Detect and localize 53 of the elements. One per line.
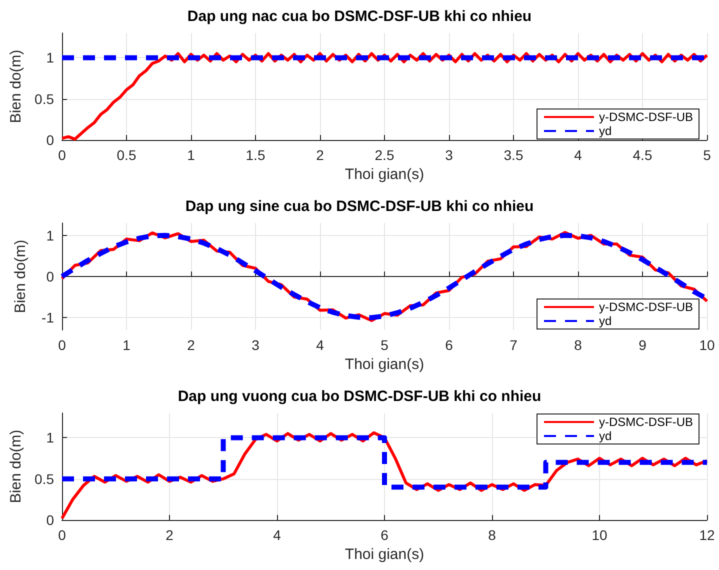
legend-label: yd: [599, 124, 612, 138]
x-axis-title: Thoi gian(s): [344, 166, 424, 183]
y-tick-label: 0.5: [34, 90, 54, 107]
x-tick-label: 2.5: [374, 147, 394, 163]
y-tick-label: -1: [42, 310, 54, 326]
x-tick-label: 1: [122, 337, 131, 353]
x-tick-label: 12: [699, 527, 715, 543]
x-tick-label: 3.5: [504, 147, 524, 163]
y-tick-label: 1: [46, 50, 54, 66]
y-axis-title: Bien do(m): [12, 240, 29, 314]
x-axis-title: Thoi gian(s): [344, 356, 424, 373]
x-tick-label: 8: [574, 337, 582, 353]
x-tick-label: 7: [510, 337, 518, 353]
legend-label: y-DSMC-DSF-UB: [599, 300, 694, 314]
y-axis-title: Bien do(m): [8, 430, 25, 504]
x-tick-label: 5: [703, 147, 712, 163]
y-tick-label: 0: [46, 268, 54, 284]
x-tick-label: 2: [316, 147, 324, 163]
x-tick-label: 0: [58, 147, 66, 163]
x-tick-label: 4: [316, 337, 324, 353]
x-tick-label: 9: [638, 337, 647, 353]
y-tick-label: 1: [46, 227, 54, 244]
chart-title: Dap ung nac cua bo DSMC-DSF-UB khi co nhieu: [187, 8, 532, 25]
x-tick-label: 0.5: [116, 147, 136, 163]
x-axis-title: Thoi gian(s): [344, 546, 424, 563]
x-tick-label: 4: [273, 527, 282, 543]
x-tick-label: 6: [445, 337, 454, 353]
x-tick-label: 8: [488, 527, 496, 543]
x-tick-label: 6: [380, 527, 389, 543]
chart-title: Dap ung vuong cua bo DSMC-DSF-UB khi co nhieu: [178, 388, 542, 405]
legend-label: yd: [599, 429, 612, 443]
y-tick-label: 1: [46, 430, 54, 446]
x-tick-label: 10: [592, 527, 608, 543]
x-tick-label: 4: [574, 147, 582, 163]
x-tick-label: 4.5: [632, 147, 652, 163]
x-tick-label: 1.5: [246, 147, 266, 163]
x-tick-label: 1: [187, 147, 196, 163]
y-tick-label: 0.5: [34, 470, 54, 487]
x-tick-label: 3: [445, 147, 454, 163]
chart-title: Dap ung sine cua bo DSMC-DSF-UB khi co nhieu: [185, 198, 534, 215]
legend-label: y-DSMC-DSF-UB: [599, 110, 694, 124]
x-tick-label: 0: [58, 337, 66, 353]
legend-label: y-DSMC-DSF-UB: [599, 415, 694, 429]
x-tick-label: 5: [380, 337, 389, 353]
y-tick-label: 0: [46, 512, 54, 528]
x-tick-label: 2: [187, 337, 196, 353]
x-tick-label: 10: [699, 337, 715, 353]
y-tick-label: 0: [46, 132, 54, 148]
x-tick-label: 2: [166, 527, 174, 543]
x-tick-label: 3: [252, 337, 260, 353]
y-axis-title: Bien do(m): [8, 50, 25, 124]
x-tick-label: 0: [58, 527, 66, 543]
legend-label: yd: [599, 314, 612, 328]
